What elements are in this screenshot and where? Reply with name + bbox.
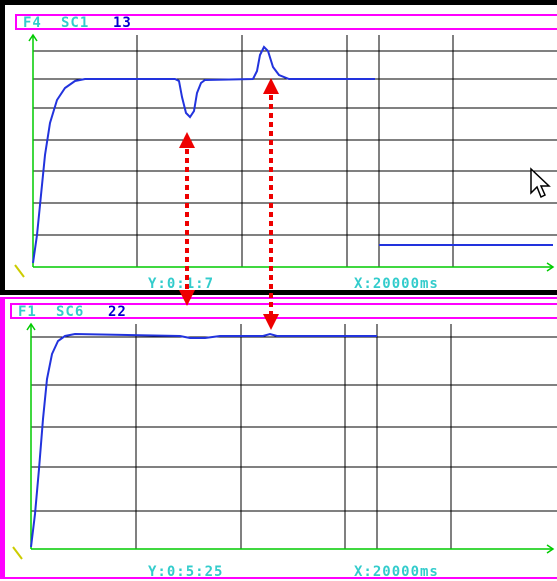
x-axis-arrow-icon — [546, 544, 555, 554]
origin-marker-icon — [14, 264, 25, 278]
top-signal-trace — [32, 45, 375, 264]
bottom-y-readout: Y:0:5:25 — [148, 564, 224, 580]
bottom-signal-trace — [30, 332, 377, 548]
bottom-header-number: 22 — [108, 304, 127, 320]
y-axis-arrow-icon — [28, 33, 38, 42]
top-grid — [33, 35, 557, 267]
origin-marker-icon — [12, 546, 23, 560]
mouse-pointer-icon — [530, 167, 551, 199]
bottom-grid — [31, 324, 557, 549]
bottom-x-readout: X:20000ms — [354, 564, 439, 580]
y-axis-arrow-icon — [26, 322, 36, 331]
top-header-scope: SC1 — [61, 15, 90, 31]
bottom-plot-panel: F1 SC6 22 Y:0:5:25 X:20000ms — [0, 297, 557, 579]
top-x-readout: X:20000ms — [354, 276, 439, 292]
top-plot-area — [14, 33, 557, 278]
top-y-readout: Y:0:1:7 — [148, 276, 215, 292]
bottom-plot-area — [12, 322, 557, 560]
bottom-axes — [12, 322, 555, 560]
top-header-number: 13 — [113, 15, 132, 31]
top-header-function: F4 — [23, 15, 42, 31]
bottom-header-bar: F1 SC6 22 — [10, 303, 557, 320]
x-axis-arrow-icon — [546, 262, 555, 272]
bottom-header-function: F1 — [18, 304, 37, 320]
top-header-bar: F4 SC1 13 — [15, 14, 557, 31]
top-axes — [14, 33, 555, 278]
top-plot-panel: F4 SC1 13 Y:0:1:7 X:20000ms — [0, 0, 557, 295]
bottom-header-scope: SC6 — [56, 304, 85, 320]
